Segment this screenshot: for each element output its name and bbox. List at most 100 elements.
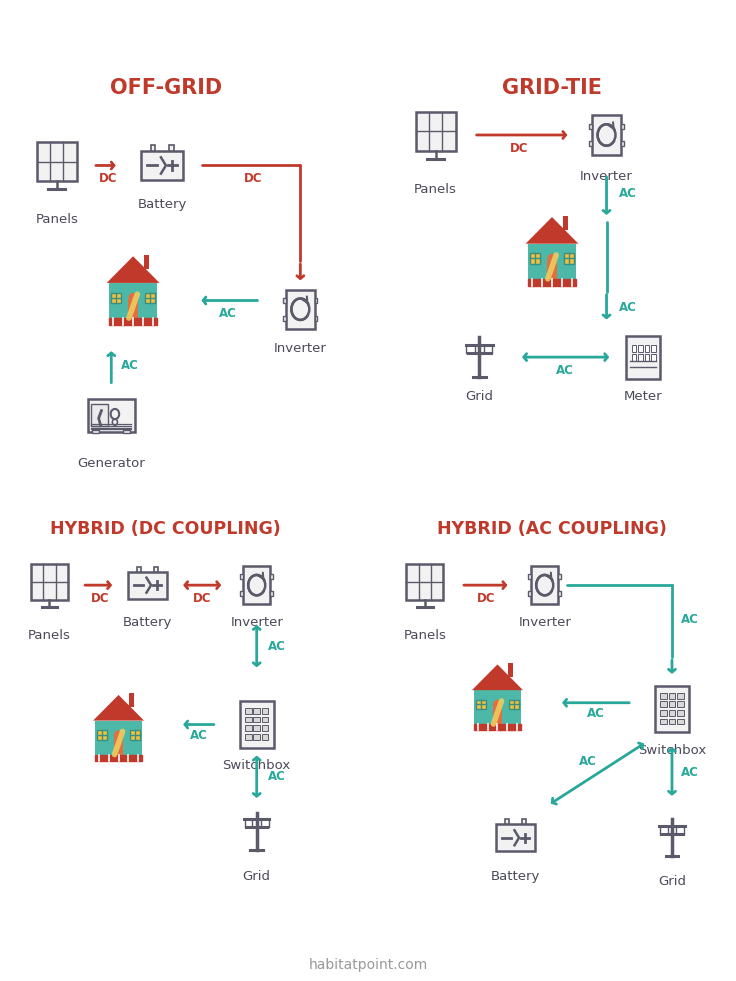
Bar — [262, 725, 269, 731]
FancyBboxPatch shape — [475, 691, 520, 724]
Polygon shape — [93, 695, 144, 721]
Text: AC: AC — [682, 766, 699, 779]
Bar — [314, 298, 317, 303]
Bar — [262, 717, 269, 722]
Text: Grid-tie vs Off-grid vs Hybrid Solar Systems: Grid-tie vs Off-grid vs Hybrid Solar Sys… — [42, 21, 694, 46]
Text: Inverter: Inverter — [580, 170, 633, 182]
Bar — [669, 693, 675, 698]
Text: GRID-TIE: GRID-TIE — [502, 78, 602, 98]
Bar — [651, 354, 656, 361]
Wedge shape — [114, 730, 124, 736]
Bar — [245, 717, 252, 722]
FancyBboxPatch shape — [531, 566, 558, 604]
FancyBboxPatch shape — [97, 730, 107, 740]
Bar — [262, 734, 269, 740]
Bar — [677, 693, 684, 698]
Bar — [253, 708, 260, 714]
Bar — [645, 345, 649, 352]
Wedge shape — [547, 254, 557, 260]
FancyBboxPatch shape — [565, 253, 574, 264]
Text: AC: AC — [268, 770, 286, 783]
Bar — [314, 316, 317, 321]
Text: AC: AC — [190, 729, 208, 742]
Bar — [620, 124, 623, 129]
Text: Panels: Panels — [28, 629, 71, 642]
Bar — [154, 567, 158, 572]
Bar — [645, 354, 649, 361]
Bar — [558, 574, 561, 579]
FancyBboxPatch shape — [406, 564, 443, 599]
FancyBboxPatch shape — [547, 260, 557, 279]
FancyBboxPatch shape — [31, 564, 68, 599]
FancyBboxPatch shape — [492, 705, 502, 724]
Bar — [92, 430, 99, 434]
Text: Battery: Battery — [123, 616, 172, 629]
Bar — [660, 701, 667, 707]
Text: AC: AC — [620, 187, 637, 200]
Bar — [270, 592, 273, 596]
Text: Panels: Panels — [403, 629, 446, 642]
Bar — [151, 145, 155, 151]
Bar — [528, 279, 576, 285]
Text: Battery: Battery — [491, 870, 540, 884]
Bar — [245, 708, 252, 714]
Bar — [660, 718, 667, 724]
Text: AC: AC — [556, 364, 573, 377]
FancyBboxPatch shape — [141, 151, 183, 181]
Text: DC: DC — [478, 592, 496, 604]
FancyBboxPatch shape — [128, 299, 138, 318]
Text: AC: AC — [219, 307, 236, 320]
Bar — [677, 718, 684, 724]
Text: Grid: Grid — [658, 875, 686, 888]
Text: AC: AC — [587, 707, 604, 720]
Bar — [631, 354, 636, 361]
Text: Switchbox: Switchbox — [222, 759, 291, 772]
Bar — [283, 298, 286, 303]
Bar — [270, 574, 273, 579]
Bar — [253, 717, 260, 722]
Text: AC: AC — [121, 359, 138, 373]
FancyBboxPatch shape — [130, 730, 140, 740]
Bar — [677, 701, 684, 707]
Bar — [169, 145, 174, 151]
FancyBboxPatch shape — [497, 824, 535, 852]
FancyBboxPatch shape — [129, 572, 167, 598]
Bar — [528, 592, 531, 596]
Bar — [91, 404, 108, 426]
Bar — [124, 430, 130, 434]
Bar — [253, 734, 260, 740]
Text: AC: AC — [620, 300, 637, 314]
Wedge shape — [128, 293, 138, 299]
Text: Grid: Grid — [243, 870, 271, 884]
Text: DC: DC — [99, 172, 117, 185]
FancyBboxPatch shape — [416, 112, 456, 151]
FancyBboxPatch shape — [243, 566, 270, 604]
Bar — [669, 701, 675, 707]
Text: AC: AC — [579, 755, 598, 768]
FancyBboxPatch shape — [530, 253, 539, 264]
Bar — [283, 316, 286, 321]
FancyBboxPatch shape — [626, 336, 660, 379]
Bar — [651, 345, 656, 352]
FancyBboxPatch shape — [592, 116, 620, 155]
Bar — [563, 216, 567, 230]
Bar — [253, 725, 260, 731]
FancyBboxPatch shape — [509, 699, 519, 709]
Text: Battery: Battery — [138, 198, 187, 211]
Text: Grid: Grid — [465, 389, 493, 403]
Text: HYBRID (AC COUPLING): HYBRID (AC COUPLING) — [437, 520, 667, 538]
Text: HYBRID (DC COUPLING): HYBRID (DC COUPLING) — [51, 520, 281, 538]
Bar — [631, 345, 636, 352]
Bar — [590, 124, 592, 129]
Bar — [522, 819, 526, 824]
Bar — [660, 693, 667, 698]
FancyBboxPatch shape — [114, 736, 124, 754]
Wedge shape — [492, 699, 502, 705]
Bar — [245, 725, 252, 731]
Bar — [558, 592, 561, 596]
Text: Inverter: Inverter — [518, 616, 571, 629]
Polygon shape — [107, 256, 160, 283]
Bar — [241, 574, 243, 579]
Bar — [109, 318, 157, 325]
FancyBboxPatch shape — [96, 721, 141, 754]
